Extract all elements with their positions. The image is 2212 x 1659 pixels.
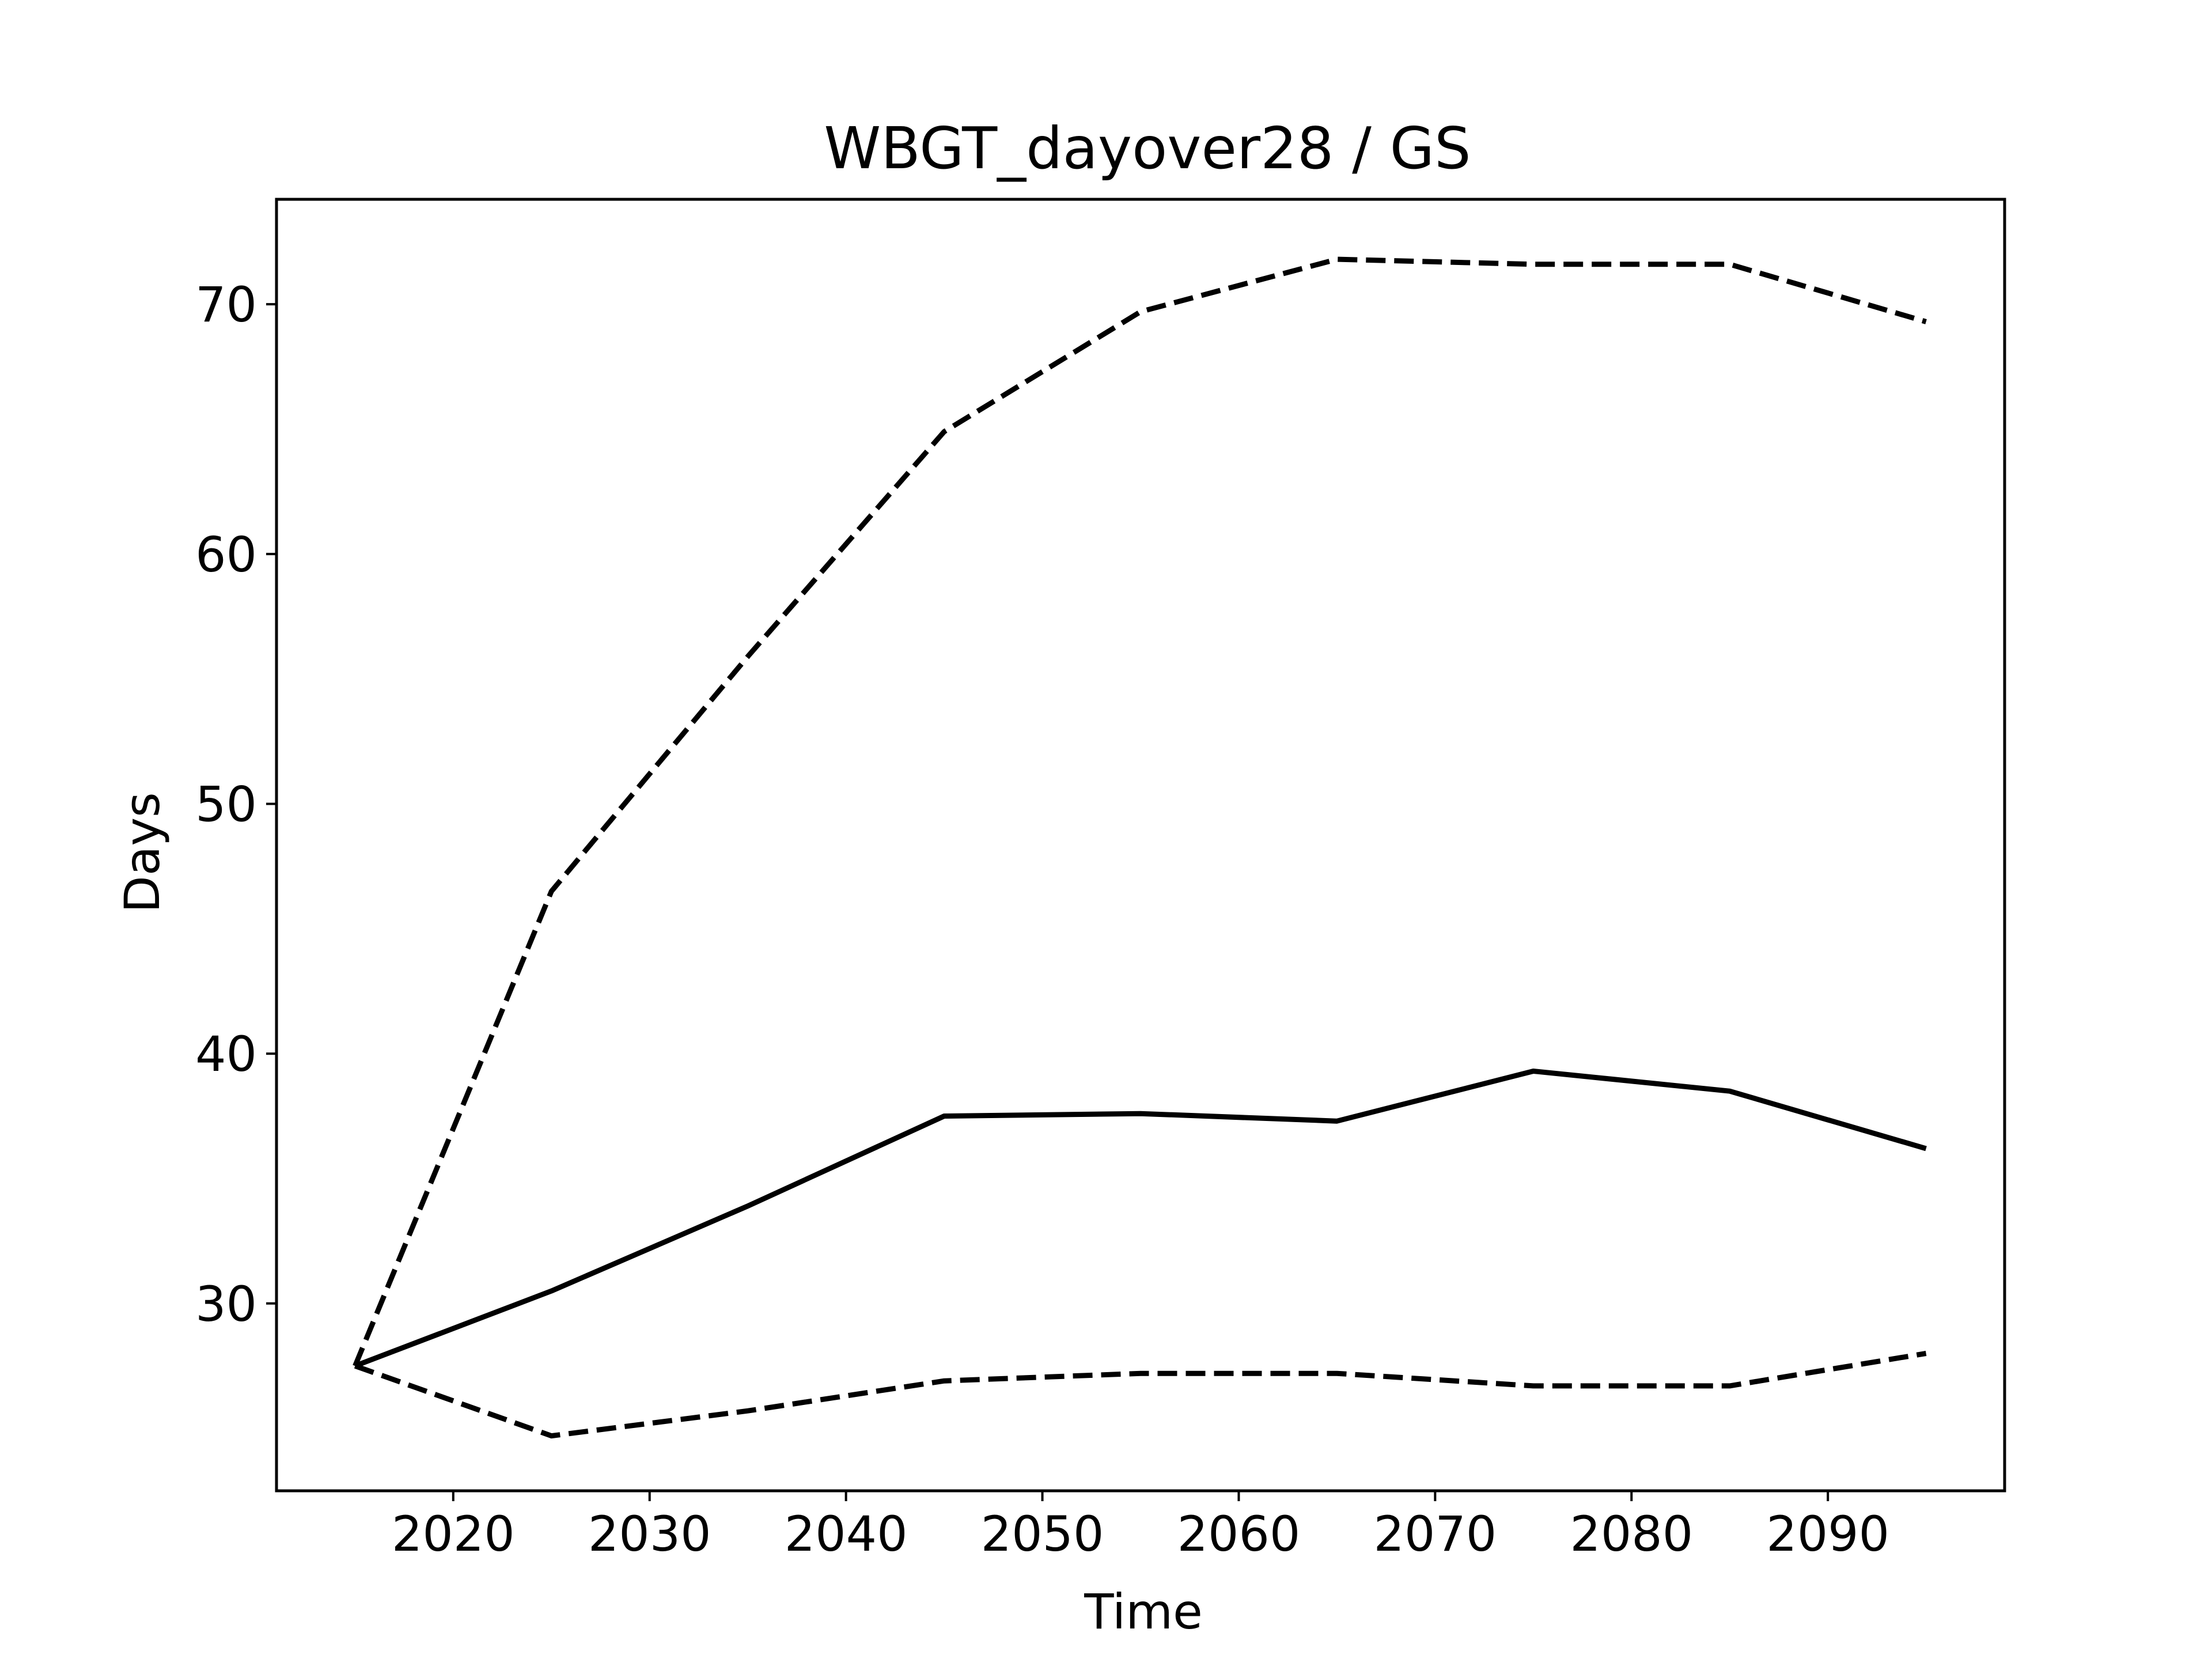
x-tick-label: 2060 <box>1177 1506 1301 1562</box>
y-axis-label: Days <box>114 792 171 913</box>
x-tick-label: 2070 <box>1373 1506 1497 1562</box>
plot-frame <box>275 198 2006 1493</box>
series-layer <box>353 256 1927 1439</box>
y-axis: 30 40 50 60 70 <box>195 276 276 1332</box>
y-tick-label: 60 <box>195 527 257 583</box>
x-tick-label: 2030 <box>588 1506 711 1562</box>
chart-title: WBGT_dayover28 / GS <box>824 115 1471 182</box>
x-tick-label: 2090 <box>1766 1506 1889 1562</box>
y-tick-label: 70 <box>195 276 257 333</box>
x-tick-label: 2050 <box>981 1506 1104 1562</box>
x-tick-label: 2080 <box>1570 1506 1693 1562</box>
x-axis-label: Time <box>1084 1584 1203 1640</box>
dashed-series-line-1 <box>353 256 1927 1367</box>
y-tick-label: 40 <box>195 1026 257 1082</box>
solid-series-line-0 <box>354 1069 1927 1369</box>
x-tick-label: 2020 <box>392 1506 515 1562</box>
dashed-series-line-2 <box>354 1351 1927 1439</box>
y-tick-label: 50 <box>195 776 257 832</box>
y-tick-label: 30 <box>195 1276 257 1332</box>
x-axis: 2020 2030 2040 2050 2060 2070 2080 2090 <box>392 1491 1889 1562</box>
x-tick-label: 2040 <box>785 1506 908 1562</box>
